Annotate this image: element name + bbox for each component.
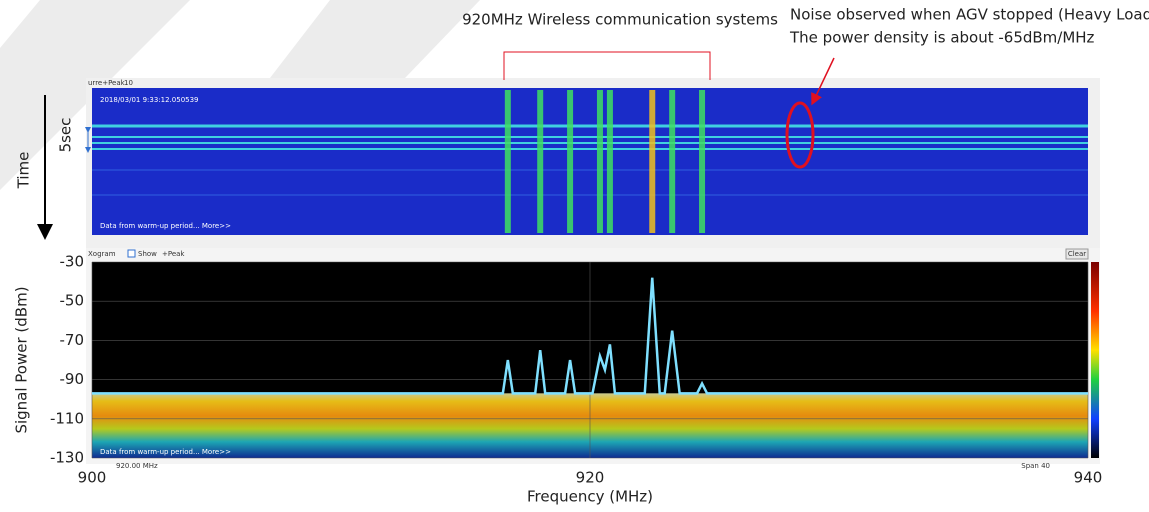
waterfall-stripe — [699, 90, 706, 233]
show[interactable]: Show — [138, 250, 157, 258]
x-tick-label: 900 — [78, 469, 107, 487]
waterfall-stripe — [596, 90, 603, 233]
trace-mode: urre+Peak — [88, 79, 126, 87]
y-axis-label: Signal Power (dBm) — [13, 286, 31, 433]
annotation: 920MHz Wireless communication systems — [462, 11, 778, 29]
waterfall-stripe — [537, 90, 544, 233]
clear-button[interactable] — [1065, 248, 1089, 260]
waterfall-stripe — [649, 90, 656, 233]
x-axis-label: Frequency (MHz) — [527, 488, 653, 506]
waterfall — [92, 88, 1088, 235]
color-bar — [1091, 262, 1099, 458]
warmup-note: Data from warm-up period... More>> — [100, 222, 231, 230]
spectrum-line — [92, 277, 1088, 395]
center-freq: 920.00 MHz — [116, 462, 158, 470]
y-tick-label: -50 — [60, 292, 85, 310]
time-label: Time — [15, 152, 33, 190]
noise-ellipse — [785, 101, 815, 169]
y-tick-label: -90 — [60, 370, 85, 388]
time-span: 5sec — [57, 118, 75, 153]
trace-count: 10 — [124, 79, 133, 87]
clear[interactable]: Clear — [1068, 250, 1086, 258]
span: Span 40 — [1021, 462, 1050, 470]
waterfall-stripe — [669, 90, 676, 233]
timestamp: 2018/03/01 9:33:12.050539 — [100, 96, 199, 104]
y-tick-label: -30 — [60, 253, 85, 271]
x-tick-label: 920 — [576, 469, 605, 487]
peak[interactable]: +Peak — [162, 250, 185, 258]
y-tick-label: -130 — [50, 449, 84, 467]
annotation: Noise observed when AGV stopped (Heavy L… — [790, 6, 1149, 24]
waterfall-stripe — [504, 90, 511, 233]
annotation: The power density is about -65dBm/MHz — [789, 29, 1095, 47]
y-tick-label: -110 — [50, 409, 84, 427]
panel-name: Xogram — [88, 250, 116, 258]
waterfall-stripe — [606, 90, 613, 233]
x-tick-label: 940 — [1074, 469, 1103, 487]
waterfall-lines — [92, 124, 1088, 196]
warmup-note: Data from warm-up period... More>> — [100, 448, 231, 456]
y-tick-label: -70 — [60, 331, 85, 349]
bracket — [503, 51, 711, 80]
waterfall-stripe — [567, 90, 574, 233]
arrow — [811, 57, 835, 106]
show-checkbox[interactable] — [127, 249, 136, 258]
